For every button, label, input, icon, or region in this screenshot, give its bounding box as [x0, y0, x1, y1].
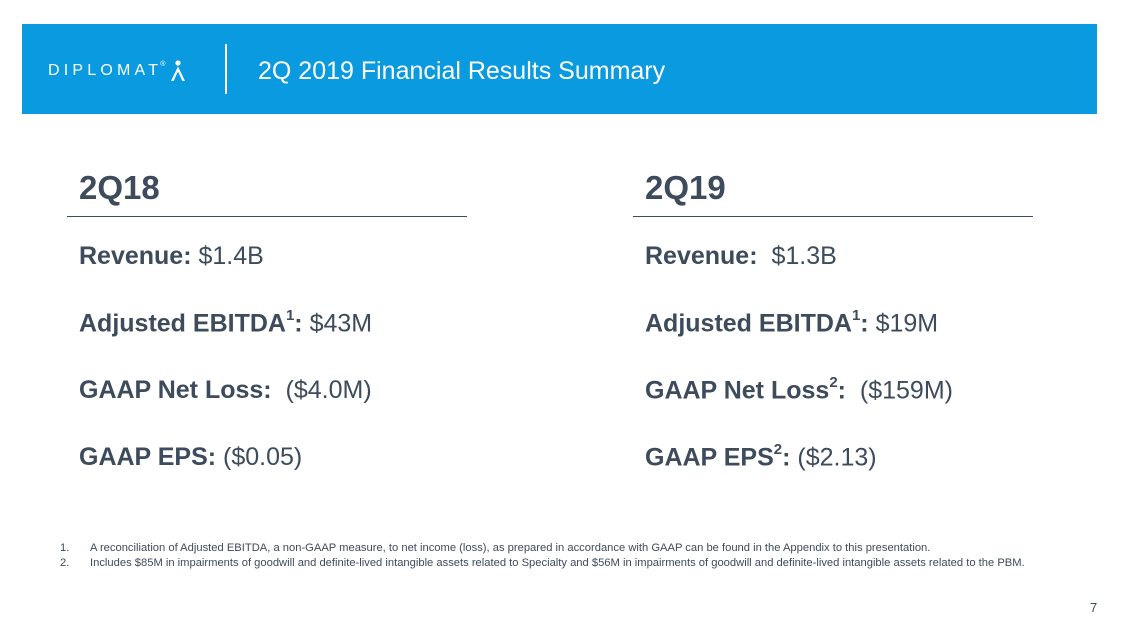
- metric-revenue: Revenue: $1.4B: [79, 242, 264, 271]
- metric-colon: :: [860, 309, 869, 338]
- metric-revenue: Revenue: $1.3B: [645, 242, 837, 271]
- column-title: 2Q18: [79, 169, 160, 206]
- metric-colon: :: [782, 443, 791, 472]
- metric-gaap-eps: GAAP EPS: ($0.05): [79, 443, 302, 472]
- column-rule: [67, 216, 467, 217]
- metric-value: ($2.13): [790, 443, 877, 472]
- footnote-ref: 2: [773, 441, 783, 458]
- footnote-number: 2.: [60, 557, 70, 569]
- metric-colon: :: [294, 309, 303, 338]
- footnote-text: A reconciliation of Adjusted EBITDA, a n…: [90, 542, 931, 554]
- column-2q19: 2Q19 Revenue: $1.3B Adjusted EBITDA1: $1…: [633, 168, 1033, 471]
- metric-label: GAAP Net Loss:: [79, 376, 272, 404]
- metric-adjusted-ebitda: Adjusted EBITDA1: $19M: [645, 307, 939, 338]
- footnotes: 1. A reconciliation of Adjusted EBITDA, …: [60, 541, 1040, 571]
- metric-gaap-net-loss: GAAP Net Loss2: ($159M): [645, 374, 953, 405]
- metric-label: Revenue:: [645, 242, 758, 270]
- metric-label: Adjusted EBITDA: [645, 309, 852, 338]
- column-rule: [633, 216, 1033, 217]
- diplomat-logo: DIPLOMAT ®: [48, 60, 187, 82]
- logo-text: DIPLOMAT: [48, 62, 163, 79]
- footnote-text: Includes $85M in impairments of goodwill…: [90, 557, 1025, 569]
- metric-value: ($4.0M): [271, 376, 372, 404]
- metric-value: ($159M): [845, 376, 953, 405]
- footnote-2: 2. Includes $85M in impairments of goodw…: [60, 556, 1040, 571]
- metric-value: $19M: [868, 309, 939, 338]
- metric-value: $43M: [302, 309, 373, 338]
- metric-colon: :: [837, 376, 846, 405]
- footnote-ref: 2: [829, 374, 838, 391]
- metric-gaap-net-loss: GAAP Net Loss: ($4.0M): [79, 376, 372, 405]
- footnote-1: 1. A reconciliation of Adjusted EBITDA, …: [60, 541, 1040, 556]
- metric-label: Adjusted EBITDA: [79, 309, 286, 338]
- metric-label: GAAP Net Loss: [645, 376, 830, 405]
- header-banner: DIPLOMAT ® 2Q 2019 Financial Results Sum…: [22, 24, 1097, 114]
- page-number: 7: [1090, 600, 1098, 615]
- metric-label: GAAP EPS: [645, 443, 774, 472]
- diplomat-figure-icon: [171, 60, 186, 81]
- column-2q18: 2Q18 Revenue: $1.4B Adjusted EBITDA1: $4…: [67, 168, 467, 471]
- logo-registered-mark: ®: [160, 60, 166, 68]
- metric-gaap-eps: GAAP EPS2: ($2.13): [645, 441, 877, 472]
- column-title: 2Q19: [645, 169, 726, 206]
- metric-adjusted-ebitda: Adjusted EBITDA1: $43M: [79, 307, 373, 338]
- footnote-ref: 1: [851, 307, 861, 324]
- metric-value: $1.4B: [191, 242, 264, 270]
- metric-value: ($0.05): [216, 443, 303, 471]
- metric-value: $1.3B: [757, 242, 837, 270]
- footnote-number: 1.: [60, 542, 70, 554]
- header-divider: [225, 44, 227, 94]
- page-title: 2Q 2019 Financial Results Summary: [258, 57, 666, 85]
- metric-label: Revenue:: [79, 242, 192, 270]
- footnote-ref: 1: [285, 307, 295, 324]
- metric-label: GAAP EPS:: [79, 443, 217, 471]
